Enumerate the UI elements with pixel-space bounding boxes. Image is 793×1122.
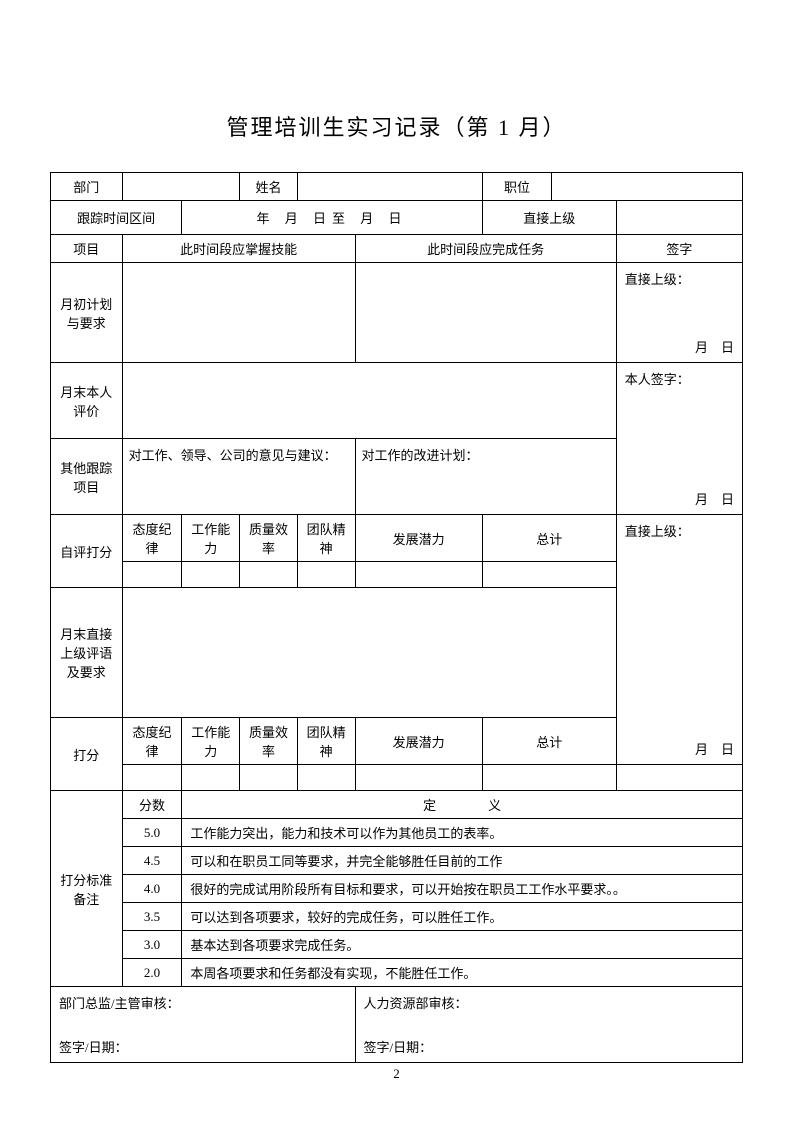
label-month-start: 月初计划与要求 [51,263,123,363]
label-other-track: 其他跟踪项目 [51,439,123,515]
label-score-standard: 打分标准备注 [51,791,123,987]
label-ability-2: 工作能力 [182,718,240,765]
value-month-start-tasks[interactable] [355,263,616,363]
value-name[interactable] [297,173,482,201]
value-potential-2[interactable] [355,765,482,791]
label-self-score: 自评打分 [51,515,123,588]
value-quality-1[interactable] [240,562,298,588]
form-table: 部门 姓名 职位 跟踪时间区间 年 月 日至 月 日 直接上级 项目 此时间段应… [50,172,743,1063]
label-attitude-1: 态度纪律 [122,515,182,562]
approval-dept-label: 部门总监/主管审核： [59,993,180,1012]
std-score-2: 4.0 [122,875,182,903]
approval-hr-sign: 签字/日期： [364,1037,433,1056]
page-title: 管理培训生实习记录（第 1 月） [50,110,743,142]
value-ability-2[interactable] [182,765,240,791]
label-potential-1: 发展潜力 [355,515,482,562]
value-potential-1[interactable] [355,562,482,588]
std-score-5: 2.0 [122,959,182,987]
std-def-3: 可以达到各项要求，较好的完成任务，可以胜任工作。 [182,903,743,931]
value-month-end-self[interactable] [122,363,616,439]
std-score-4: 3.0 [122,931,182,959]
std-score-1: 4.5 [122,847,182,875]
value-date-range[interactable]: 年 月 日至 月 日 [182,201,482,235]
sign-supervisor-2[interactable]: 直接上级： 月 日 [616,515,742,765]
label-std-def: 定 义 [182,791,743,819]
label-ability-1: 工作能力 [182,515,240,562]
value-dept[interactable] [122,173,239,201]
page-number: 2 [0,1066,793,1082]
label-team-1: 团队精神 [297,515,355,562]
std-def-5: 本周各项要求和任务都没有实现，不能胜任工作。 [182,959,743,987]
value-attitude-1[interactable] [122,562,182,588]
label-total-2: 总计 [482,718,616,765]
sign-self-label: 本人签字： [625,369,690,388]
approval-hr[interactable]: 人力资源部审核： 签字/日期： [355,987,742,1063]
value-team-1[interactable] [297,562,355,588]
sign-supervisor-label-2: 直接上级： [625,521,690,540]
value-team-2[interactable] [297,765,355,791]
value-work-opinion[interactable]: 对工作、领导、公司的意见与建议： [122,439,355,515]
label-month-end-self: 月末本人评价 [51,363,123,439]
value-supervisor-eval[interactable] [122,588,616,718]
label-potential-2: 发展潜力 [355,718,482,765]
label-score: 打分 [51,718,123,791]
value-month-start-skills[interactable] [122,263,355,363]
label-supervisor: 直接上级 [482,201,616,235]
value-total-1[interactable] [482,562,616,588]
std-def-0: 工作能力突出，能力和技术可以作为其他员工的表率。 [182,819,743,847]
approval-dept-sign: 签字/日期： [59,1037,128,1056]
label-total-1: 总计 [482,515,616,562]
std-def-4: 基本达到各项要求完成任务。 [182,931,743,959]
label-dept: 部门 [51,173,123,201]
sign-date-3: 月 日 [695,739,734,758]
label-quality-2: 质量效率 [240,718,298,765]
label-std-score: 分数 [122,791,182,819]
sign-supervisor-label: 直接上级： [625,269,690,288]
value-improve-plan[interactable]: 对工作的改进计划： [355,439,616,515]
sign-date-1: 月 日 [695,337,734,356]
label-supervisor-eval: 月末直接上级评语及要求 [51,588,123,718]
value-supervisor[interactable] [616,201,742,235]
sign-supervisor-1[interactable]: 直接上级： 月 日 [616,263,742,363]
value-attitude-2[interactable] [122,765,182,791]
label-name: 姓名 [240,173,298,201]
label-position: 职位 [482,173,552,201]
label-skills: 此时间段应掌握技能 [122,235,355,263]
label-sign: 签字 [616,235,742,263]
std-def-2: 很好的完成试用阶段所有目标和要求，可以开始按在职员工工作水平要求。。 [182,875,743,903]
label-attitude-2: 态度纪律 [122,718,182,765]
std-score-3: 3.5 [122,903,182,931]
approval-dept[interactable]: 部门总监/主管审核： 签字/日期： [51,987,356,1063]
label-team-2: 团队精神 [297,718,355,765]
date-range-text: 年 月 日至 月 日 [257,211,408,226]
label-item: 项目 [51,235,123,263]
sign-date-2: 月 日 [695,489,734,508]
label-tasks: 此时间段应完成任务 [355,235,616,263]
value-position[interactable] [552,173,743,201]
blank-cell [616,765,742,791]
value-ability-1[interactable] [182,562,240,588]
sign-self[interactable]: 本人签字： 月 日 [616,363,742,515]
std-def-1: 可以和在职员工同等要求，并完全能够胜任目前的工作 [182,847,743,875]
approval-hr-label: 人力资源部审核： [364,993,468,1012]
value-quality-2[interactable] [240,765,298,791]
value-total-2[interactable] [482,765,616,791]
label-track-period: 跟踪时间区间 [51,201,182,235]
label-quality-1: 质量效率 [240,515,298,562]
std-score-0: 5.0 [122,819,182,847]
